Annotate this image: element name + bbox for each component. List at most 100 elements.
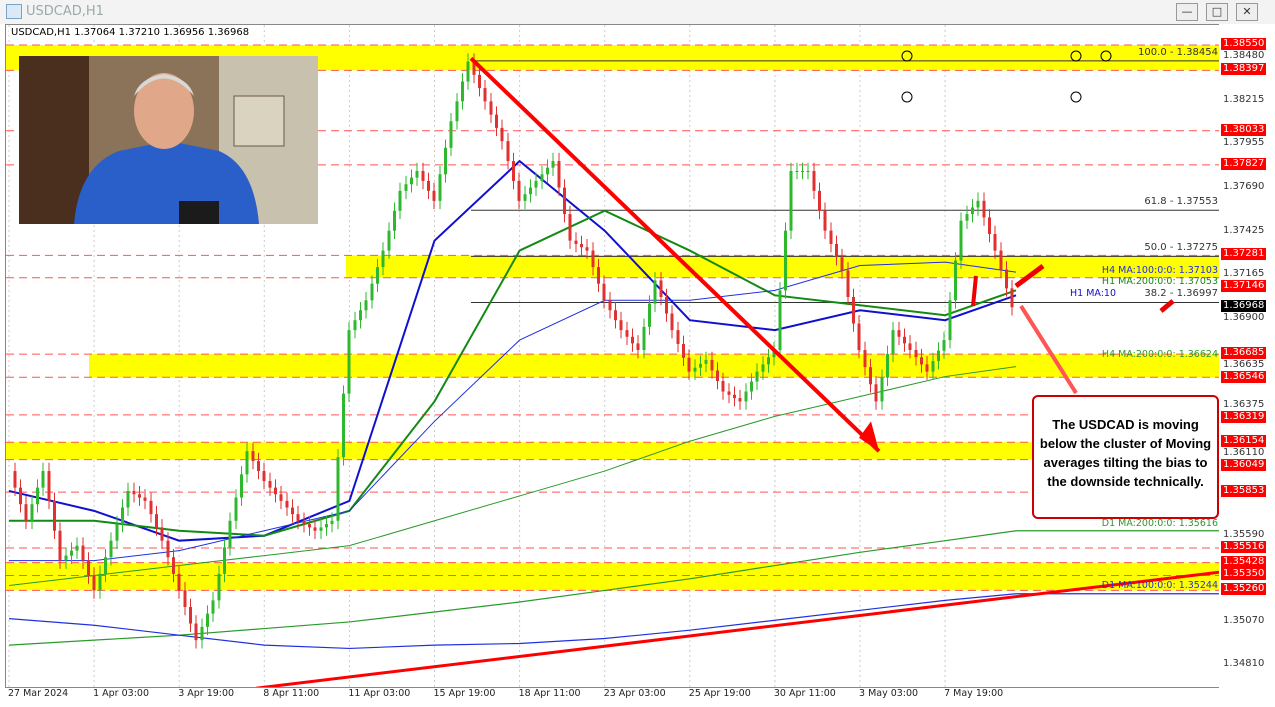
ma-label: D1 MA:200:0:0: 1.35616 [1101,518,1218,529]
level-price-label: 1.35853 [1221,485,1267,498]
drawing-circle-marker [1100,50,1112,62]
minimize-button[interactable]: — [1176,3,1198,21]
yellow-support-zone [89,354,1219,378]
candle-body [710,359,714,371]
chart-canvas[interactable] [6,25,1219,687]
drawing-circle-marker [901,50,913,62]
candle-body [540,174,544,181]
price-tick-label: 1.37165 [1223,267,1265,279]
candle-body [682,343,685,358]
candle-body [976,200,980,208]
fibonacci-label: 38.2 - 1.36997 [1144,288,1218,300]
time-tick-label: 11 Apr 03:00 [348,688,411,699]
candle-body [132,490,136,495]
candle-body [404,184,408,191]
candle-body [370,283,374,301]
candle-body [24,504,28,521]
candle-body [767,357,770,365]
candle-body [506,141,510,162]
candle-body [308,524,311,528]
price-chart[interactable] [5,24,1220,688]
candle-body [772,350,776,358]
candle-body [568,214,572,241]
candle-body [993,233,997,251]
candle-body [529,187,532,195]
candle-body [330,520,334,525]
candle-body [160,527,164,541]
candle-body [410,177,413,185]
price-tick-label: 1.38480 [1223,50,1265,61]
candle-body [954,260,957,301]
candle-body [812,170,816,191]
candle-body [835,243,838,258]
price-tick-label: 1.34810 [1223,658,1265,670]
candle-body [659,280,663,297]
time-tick-label: 15 Apr 19:00 [433,688,496,699]
candle-body [642,326,646,351]
price-tick-label: 1.36900 [1223,312,1265,324]
candle-body [931,361,935,372]
red-arrow [1159,299,1175,313]
candle-body [115,524,119,541]
candle-body [585,247,589,251]
yellow-support-zone [346,255,1219,278]
candle-body [495,114,498,128]
candle-body [942,340,946,351]
drawing-circle-marker [901,91,913,103]
candle-body [466,61,470,82]
webcam-overlay [19,56,318,224]
fibonacci-label: 100.0 - 1.38454 [1138,46,1218,58]
candle-body [353,320,357,331]
level-price-label: 1.38397 [1221,63,1267,76]
candle-body [920,357,923,365]
candle-body [98,573,102,591]
candle-body [687,357,691,372]
candle-body [631,336,634,344]
candle-body [41,471,45,488]
candle-body [546,167,549,175]
time-tick-label: 3 Apr 19:00 [178,688,235,699]
candle-body [750,381,753,392]
candle-body [393,210,396,231]
candle-body [75,545,79,551]
candle-body [676,330,680,344]
time-tick-label: 23 Apr 03:00 [603,688,666,699]
level-price-label: 1.38033 [1221,123,1267,136]
candle-body [665,296,668,314]
candle-body [795,170,799,172]
candle-body [523,194,527,201]
candle-body [517,180,521,201]
maximize-button[interactable]: □ [1206,3,1228,21]
candle-body [444,147,447,175]
close-button[interactable]: ✕ [1236,3,1258,21]
candle-body [427,180,430,191]
candle-body [914,350,918,358]
candle-body [262,471,266,482]
candle-body [597,267,600,284]
candle-body [699,363,702,368]
downward-trendline [469,56,881,453]
presenter-image [19,56,318,224]
level-price-label: 1.38550 [1221,38,1267,50]
candle-body [591,250,595,268]
candle-body [636,343,640,351]
candle-body [234,497,238,521]
candle-body [81,545,85,561]
candle-body [92,575,96,591]
candle-body [240,474,243,498]
candle-body [274,487,277,495]
candle-body [194,623,198,641]
candle-body [840,257,844,271]
candle-body [58,530,62,561]
level-price-label: 1.35350 [1221,568,1267,581]
ma-label: H4 MA:200:0:0: 1.36624 [1101,349,1218,360]
candle-body [325,524,328,528]
candle-body [13,471,17,488]
candle-body [653,280,657,304]
candle-body [721,380,725,392]
candle-body [801,170,804,172]
candle-body [693,367,697,372]
candle-body [251,451,255,462]
level-price-label: 1.36319 [1221,410,1267,423]
candle-body [19,487,22,505]
